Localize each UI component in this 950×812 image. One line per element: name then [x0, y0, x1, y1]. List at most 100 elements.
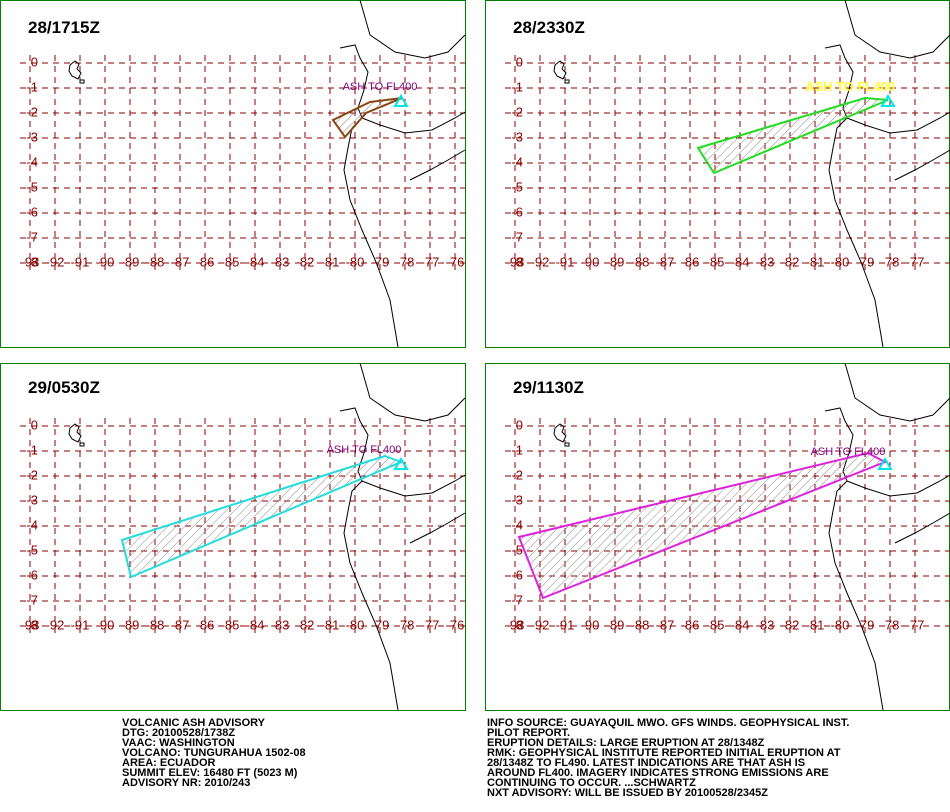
info-line: ERUPTION DETAILS: LARGE ERUPTION AT 28/1… — [487, 737, 765, 749]
info-line: VOLCANIC ASH ADVISORY — [122, 717, 266, 729]
lon-label: -81 — [806, 254, 825, 269]
lon-label: -93 — [21, 254, 40, 269]
lat-label: -7 — [26, 592, 38, 607]
lat-label: -3 — [511, 492, 523, 507]
advisory-remarks: INFO SOURCE: GUAYAQUIL MWO. GFS WINDS. G… — [487, 717, 849, 799]
lon-label: -87 — [656, 254, 675, 269]
ash-label: ASH TO FL400 — [805, 79, 895, 94]
lon-label: -76 — [446, 617, 465, 632]
lon-label: -91 — [71, 617, 90, 632]
ash-area — [331, 97, 403, 139]
coastline — [68, 362, 466, 711]
lat-label: -7 — [26, 229, 38, 244]
lat-label: -2 — [511, 104, 523, 119]
panel: -76-77-78-79-80-81-82-83-84-85-86-87-88-… — [0, 362, 466, 711]
panel: -77-78-79-80-81-82-83-84-85-86-87-88-89-… — [485, 0, 950, 348]
lon-label: -87 — [171, 617, 190, 632]
lon-label: -89 — [121, 254, 140, 269]
lon-label: -83 — [271, 617, 290, 632]
lon-label: -85 — [221, 254, 240, 269]
lon-label: -81 — [321, 617, 340, 632]
lon-label: -89 — [606, 254, 625, 269]
lon-label: -78 — [881, 617, 900, 632]
panel-frame — [0, 363, 466, 711]
lon-label: -79 — [856, 617, 875, 632]
lat-label: -4 — [511, 517, 523, 532]
coastline — [68, 0, 466, 348]
lon-label: -78 — [396, 617, 415, 632]
lat-label: 0 — [31, 54, 38, 69]
lon-label: -79 — [371, 254, 390, 269]
ash-area — [120, 454, 404, 579]
lat-label: -1 — [26, 442, 38, 457]
lon-label: -92 — [46, 254, 65, 269]
lat-label: -1 — [26, 79, 38, 94]
lon-label: -82 — [781, 617, 800, 632]
lon-label: -84 — [246, 617, 265, 632]
lon-label: -78 — [396, 254, 415, 269]
lon-label: -86 — [196, 617, 215, 632]
lat-label: -3 — [26, 129, 38, 144]
lat-label: -6 — [511, 204, 523, 219]
lon-label: -84 — [731, 254, 750, 269]
lat-label: -6 — [511, 567, 523, 582]
lon-label: -90 — [96, 617, 115, 632]
lat-label: -7 — [511, 592, 523, 607]
panel: -77-78-79-80-81-82-83-84-85-86-87-88-89-… — [485, 362, 950, 711]
lat-label: -2 — [511, 467, 523, 482]
lon-label: -88 — [631, 254, 650, 269]
lon-label: -83 — [756, 254, 775, 269]
lat-label: -8 — [26, 254, 38, 269]
panel: -76-77-78-79-80-81-82-83-84-85-86-87-88-… — [0, 0, 466, 348]
lon-label: -79 — [371, 617, 390, 632]
panel-title: 29/0530Z — [28, 378, 100, 397]
lat-label: -4 — [511, 154, 523, 169]
lon-label: -92 — [531, 617, 550, 632]
lon-label: -88 — [631, 617, 650, 632]
lat-label: -7 — [511, 229, 523, 244]
lon-label: -78 — [881, 254, 900, 269]
lon-label: -88 — [146, 254, 165, 269]
ash-label: ASH TO FL400 — [343, 81, 418, 93]
lat-label: -3 — [26, 492, 38, 507]
lat-label: -6 — [26, 567, 38, 582]
lat-label: -5 — [26, 179, 38, 194]
lon-label: -93 — [21, 617, 40, 632]
lon-label: -81 — [806, 617, 825, 632]
lat-label: 0 — [516, 54, 523, 69]
lat-label: -1 — [511, 79, 523, 94]
panel-title: 28/2330Z — [513, 18, 585, 37]
info-line: VOLCANO: TUNGURAHUA 1502-08 — [122, 747, 306, 759]
lon-label: -82 — [296, 617, 315, 632]
lat-label: -4 — [26, 517, 38, 532]
lon-label: -85 — [221, 617, 240, 632]
lat-label: -8 — [511, 254, 523, 269]
info-line: INFO SOURCE: GUAYAQUIL MWO. GFS WINDS. G… — [487, 717, 849, 729]
lon-label: -86 — [196, 254, 215, 269]
lon-label: -87 — [171, 254, 190, 269]
lon-label: -82 — [781, 254, 800, 269]
lon-label: -89 — [606, 617, 625, 632]
lon-label: -76 — [446, 254, 465, 269]
lon-label: -90 — [581, 617, 600, 632]
panel-frame — [0, 0, 466, 348]
lon-label: -86 — [681, 617, 700, 632]
lat-label: -5 — [511, 179, 523, 194]
info-line: AREA: ECUADOR — [122, 757, 216, 769]
lat-label: 0 — [516, 417, 523, 432]
lon-label: -82 — [296, 254, 315, 269]
lon-label: -77 — [906, 254, 925, 269]
lon-label: -89 — [121, 617, 140, 632]
info-line: AROUND FL400. IMAGERY INDICATES STRONG E… — [487, 767, 829, 779]
panel-title: 28/1715Z — [28, 18, 100, 37]
info-line: ADVISORY NR: 2010/243 — [122, 777, 250, 789]
lat-label: -5 — [511, 542, 523, 557]
lat-label: -4 — [26, 154, 38, 169]
lon-label: -84 — [246, 254, 265, 269]
info-line: 28/1348Z TO FL490. LATEST INDICATIONS AR… — [487, 757, 805, 769]
volcano-marker — [393, 457, 409, 470]
lon-label: -83 — [271, 254, 290, 269]
ash-area — [696, 96, 889, 175]
info-line: SUMMIT ELEV: 16480 FT (5023 M) — [122, 767, 298, 779]
